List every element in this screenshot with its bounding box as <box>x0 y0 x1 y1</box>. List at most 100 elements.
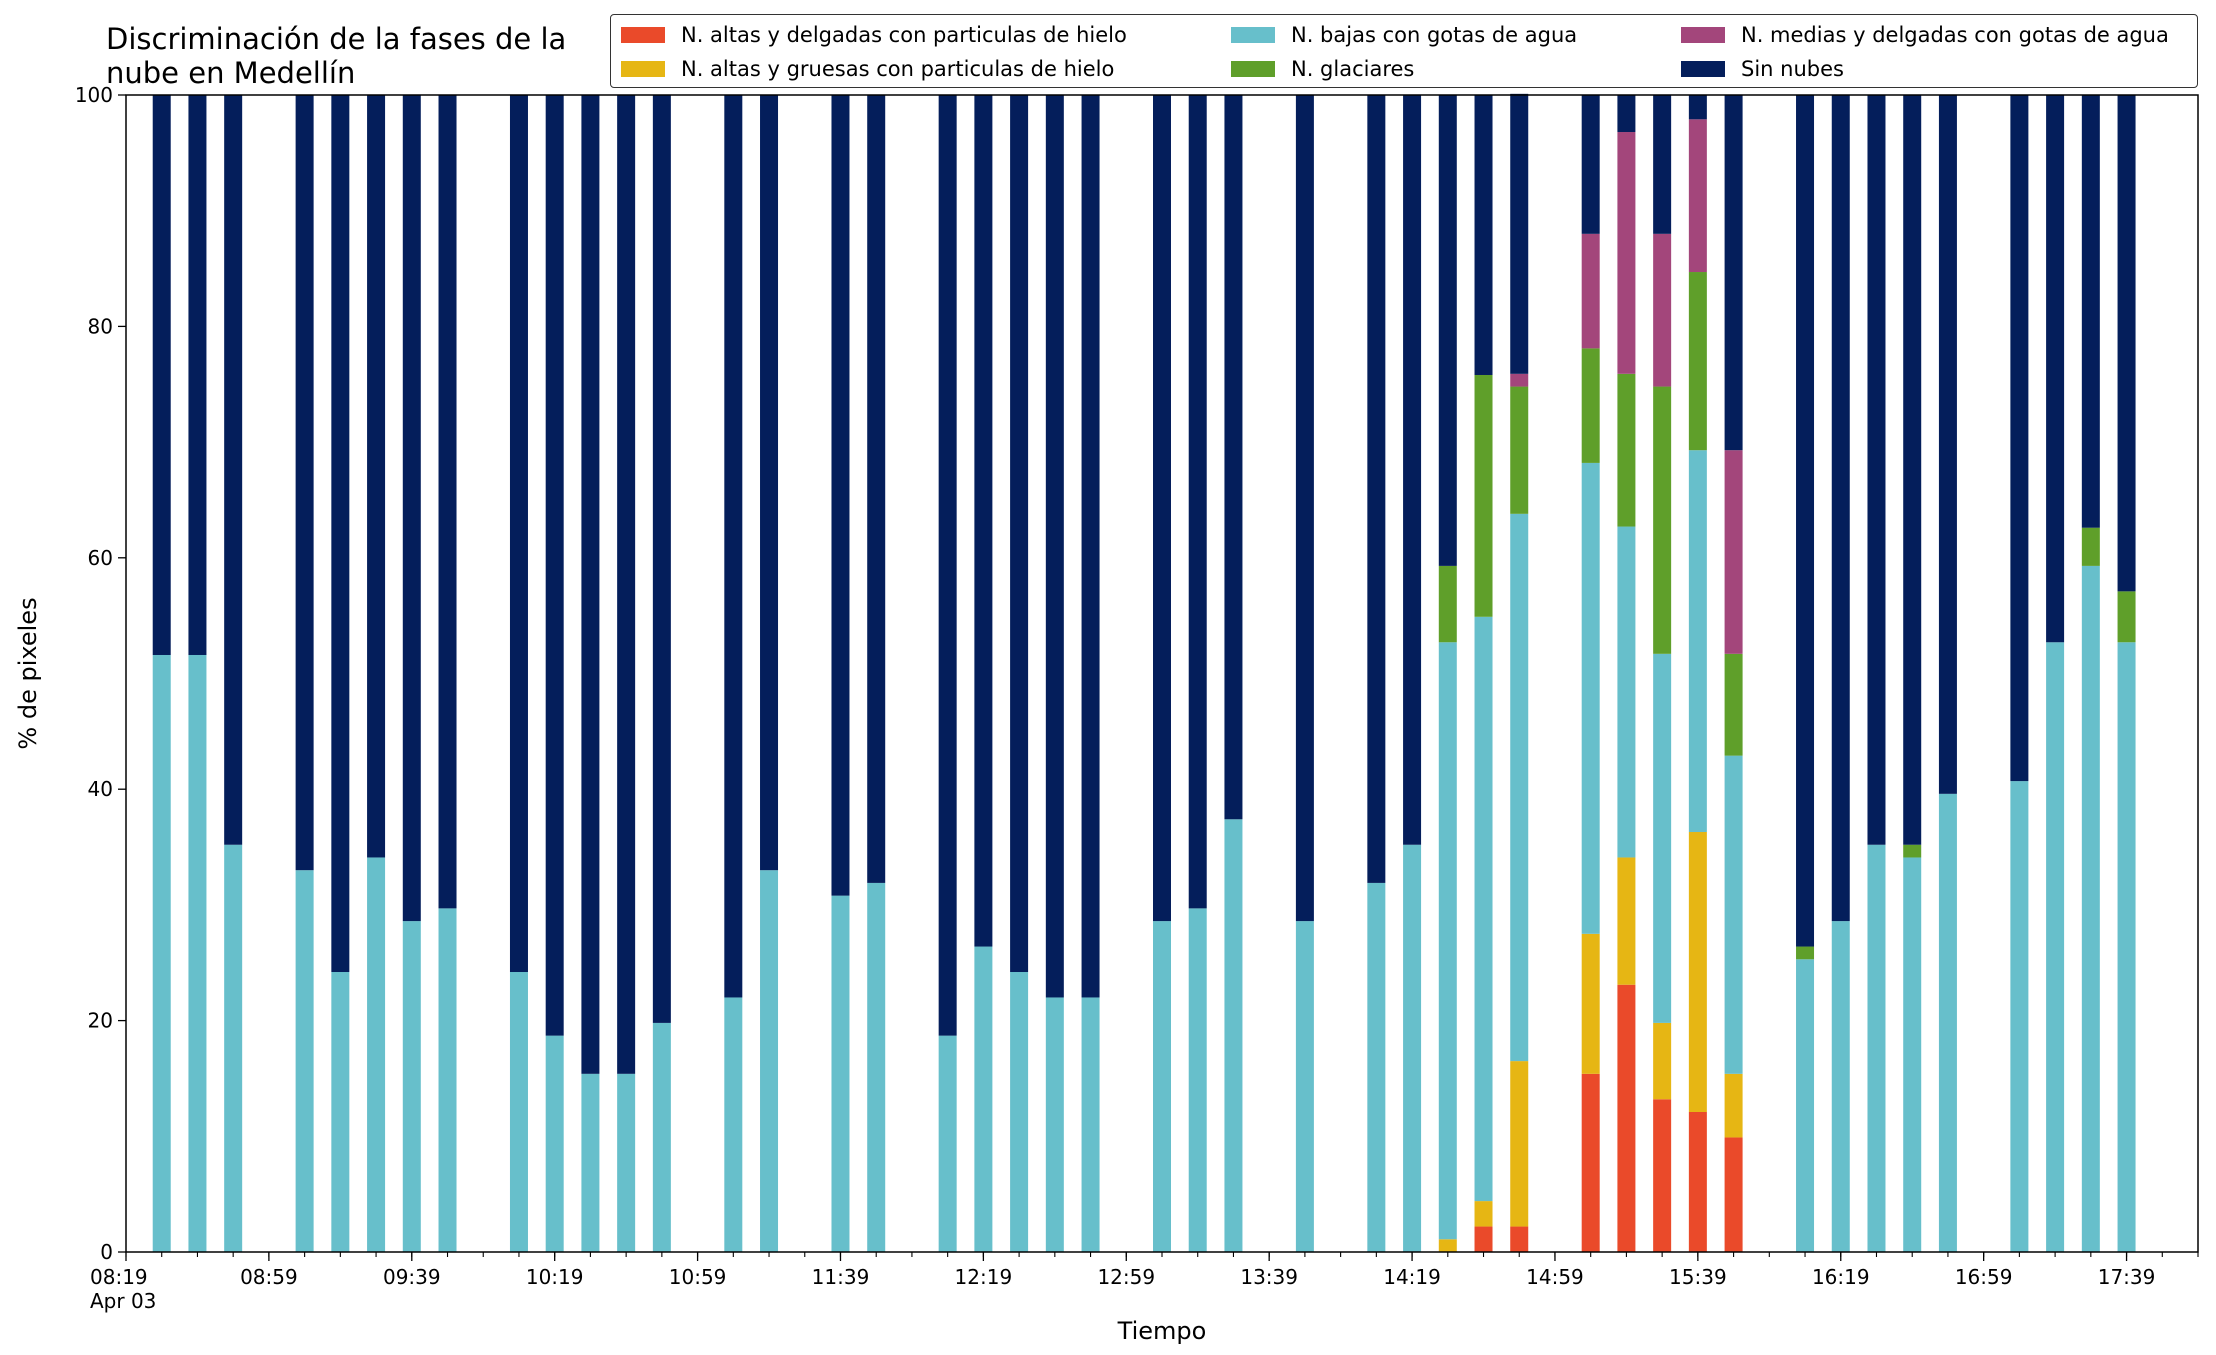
bar-segment <box>1903 857 1922 1252</box>
x-tick-label: 14:59 <box>1526 1265 1584 1289</box>
x-tick-label-line: 10:59 <box>669 1265 727 1289</box>
x-tick-label-line: 14:59 <box>1526 1265 1584 1289</box>
bar-segment <box>617 95 636 1074</box>
bar-segment <box>1831 921 1850 1252</box>
bar-segment <box>188 95 207 655</box>
bar-segment <box>760 95 779 871</box>
legend-item: N. bajas con gotas de agua <box>1231 23 1577 47</box>
legend-item: N. altas y gruesas con particulas de hie… <box>621 57 1114 81</box>
bar-segment <box>831 895 850 1252</box>
bar-segment <box>2117 642 2136 1252</box>
legend-item: N. altas y delgadas con particulas de hi… <box>621 23 1127 47</box>
bar-segment <box>1438 642 1457 1240</box>
bar-segment <box>1188 908 1207 1252</box>
x-tick-label: 11:39 <box>812 1265 870 1289</box>
bar-segment <box>652 95 671 1023</box>
bar-segment <box>1474 1201 1493 1227</box>
legend-item: N. medias y delgadas con gotas de agua <box>1681 23 2169 47</box>
bar-segment <box>1867 95 1886 845</box>
bar-segment <box>724 95 743 998</box>
bar-segment <box>188 654 207 1252</box>
bar-segment <box>224 95 243 845</box>
bar-segment <box>1438 565 1457 643</box>
bar-segment <box>1831 95 1850 922</box>
bar-segment <box>1224 819 1243 1252</box>
bar-segment <box>152 654 171 1252</box>
legend-swatch <box>1231 27 1275 43</box>
bar-segment <box>1295 921 1314 1252</box>
x-tick-label-line: 11:39 <box>812 1265 870 1289</box>
bar-segment <box>831 95 850 896</box>
bar-segment <box>867 882 886 1252</box>
bar-segment <box>581 1073 600 1252</box>
legend-swatch <box>1231 61 1275 77</box>
x-tick-label-line: 16:59 <box>1955 1265 2013 1289</box>
bar-segment <box>1153 921 1171 1252</box>
bar-segment <box>1653 653 1672 1023</box>
bar-segment <box>1010 95 1029 973</box>
bar-segment <box>1724 755 1743 1074</box>
x-tick-label-line: Apr 03 <box>90 1289 156 1313</box>
bar-segment <box>1224 95 1243 820</box>
bar-segment <box>367 95 386 858</box>
legend-label: N. medias y delgadas con gotas de agua <box>1741 23 2169 47</box>
bar-segment <box>509 95 528 973</box>
bar-segment <box>1510 386 1529 514</box>
bar-segment <box>545 1035 564 1252</box>
bar-segment <box>1581 348 1600 463</box>
bar-segment <box>2010 781 2029 1252</box>
bar-segment <box>1688 272 1707 451</box>
bar-segment <box>2081 527 2100 566</box>
x-tick-label-line: 16:19 <box>1812 1265 1870 1289</box>
bar-segment <box>1796 959 1815 1252</box>
legend-swatch <box>621 27 665 43</box>
bar-segment <box>1581 462 1600 934</box>
bar-segment <box>974 946 993 1252</box>
bar-segment <box>1796 946 1815 960</box>
bar-segment <box>1796 95 1815 947</box>
bar-segment <box>617 1073 636 1252</box>
y-tick-label: 100 <box>75 83 113 107</box>
bar-segment <box>652 1022 671 1252</box>
x-tick-label: 14:19 <box>1383 1265 1441 1289</box>
bar-segment <box>1617 373 1636 527</box>
x-tick-label-line: 08:19 <box>90 1265 148 1289</box>
x-tick-label: 09:39 <box>383 1265 441 1289</box>
x-tick-label-line: 10:19 <box>526 1265 584 1289</box>
bar-segment <box>1045 997 1064 1252</box>
x-tick-label: 12:59 <box>1097 1265 1155 1289</box>
bar-segment <box>402 95 421 922</box>
x-tick-label-line: 12:19 <box>955 1265 1013 1289</box>
bar-segment <box>2117 591 2136 643</box>
legend-swatch <box>1681 27 1725 43</box>
bar-segment <box>1688 119 1707 273</box>
x-tick-label-line: 17:39 <box>2098 1265 2156 1289</box>
bar-segment <box>1510 1226 1529 1252</box>
bar-segment <box>1581 95 1600 234</box>
bar-segment <box>438 95 457 909</box>
legend-swatch <box>621 61 665 77</box>
bar-segment <box>760 870 779 1252</box>
bar-segment <box>938 1035 957 1252</box>
chart-title-line: nube en Medellín <box>106 56 356 90</box>
bar-segment <box>1581 933 1600 1074</box>
legend-item: Sin nubes <box>1681 57 1844 81</box>
bar-segment <box>1653 386 1672 654</box>
x-tick-label: 16:59 <box>1955 1265 2013 1289</box>
y-tick-label: 60 <box>88 546 113 570</box>
legend-label: Sin nubes <box>1741 57 1844 81</box>
bar-segment <box>2117 95 2136 592</box>
x-tick-label-line: 15:39 <box>1669 1265 1727 1289</box>
x-tick-label: 10:59 <box>669 1265 727 1289</box>
x-tick-label: 08:19 Apr 03 <box>90 1265 156 1313</box>
x-axis-label: Tiempo <box>1117 1317 1207 1345</box>
bar-segment <box>938 95 957 1036</box>
bar-segment <box>1045 95 1064 998</box>
bar-segment <box>152 95 171 655</box>
bar-segment <box>331 972 350 1252</box>
legend-label: N. glaciares <box>1291 57 1415 81</box>
bar-segment <box>1617 95 1636 133</box>
bar-segment <box>2010 95 2029 782</box>
bar-segment <box>295 870 314 1252</box>
